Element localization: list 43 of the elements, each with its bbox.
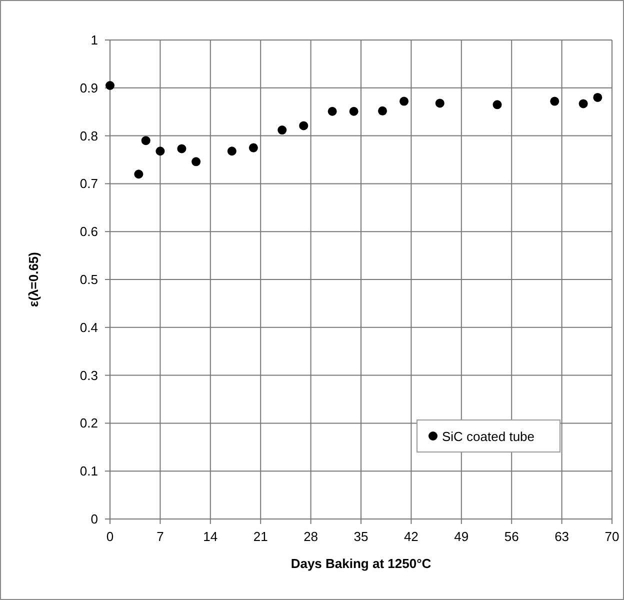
point bbox=[328, 106, 337, 116]
point bbox=[278, 126, 287, 135]
x-tick-label: 63 bbox=[554, 529, 570, 544]
point bbox=[550, 96, 560, 106]
point bbox=[492, 100, 502, 110]
x-tick-label: 28 bbox=[304, 529, 318, 544]
x-tick-label: 7 bbox=[156, 529, 164, 544]
legend-label: SiC coated tube bbox=[442, 429, 535, 444]
point bbox=[593, 92, 602, 102]
x-tick-label: 35 bbox=[354, 529, 368, 544]
point bbox=[349, 106, 358, 116]
x-tick-label: 42 bbox=[404, 529, 418, 544]
x-tick-label: 14 bbox=[203, 529, 218, 544]
point bbox=[435, 98, 444, 108]
x-axis-title: Days Baking at 1250°C bbox=[290, 556, 432, 571]
x-tick-label: 49 bbox=[454, 529, 469, 544]
point bbox=[248, 143, 258, 152]
y-tick-label: 0.4 bbox=[80, 320, 98, 335]
point bbox=[177, 144, 186, 154]
point bbox=[134, 170, 144, 179]
y-tick-label: 0.9 bbox=[80, 80, 98, 96]
y-tick-label: 0.1 bbox=[80, 464, 98, 479]
x-tick-label: 21 bbox=[253, 529, 268, 544]
y-tick-label: 0.7 bbox=[80, 176, 98, 192]
y-tick-label: 0.2 bbox=[80, 416, 98, 431]
point bbox=[156, 146, 165, 156]
y-tick-label: 0 bbox=[90, 512, 98, 526]
y-tick-label: 0.5 bbox=[80, 272, 98, 287]
point bbox=[141, 136, 150, 146]
x-tick-label: 0 bbox=[106, 529, 114, 544]
x-tick-label: 56 bbox=[504, 529, 519, 544]
y-tick-label: 1 bbox=[90, 32, 98, 48]
y-axis-title: ε(λ=0.65) bbox=[26, 252, 41, 307]
y-tick-label: 0.8 bbox=[80, 128, 98, 144]
point bbox=[378, 106, 388, 116]
point bbox=[299, 121, 308, 130]
y-tick-label: 0.6 bbox=[80, 224, 98, 240]
point bbox=[192, 157, 201, 166]
x-tick-label: 70 bbox=[604, 529, 620, 544]
point bbox=[578, 99, 588, 108]
point bbox=[400, 96, 409, 106]
point bbox=[227, 146, 236, 156]
y-tick-label: 0.3 bbox=[80, 368, 98, 383]
